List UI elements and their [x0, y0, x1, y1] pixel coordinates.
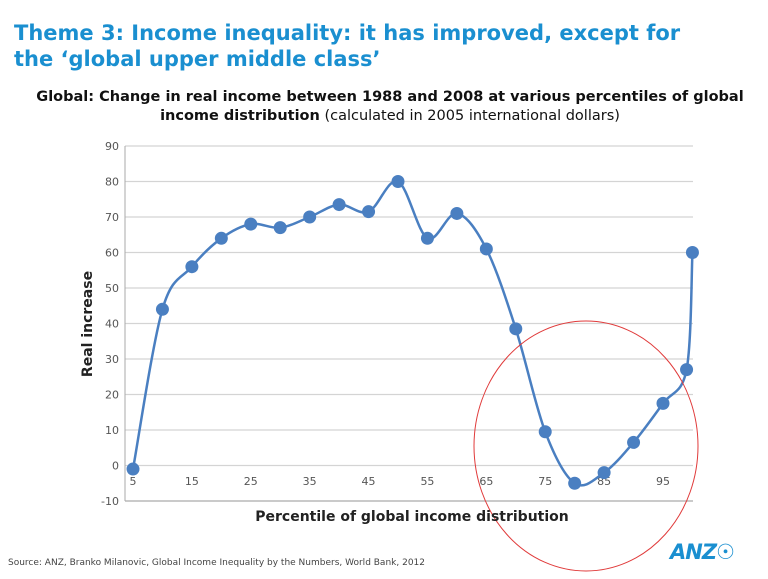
data-point	[597, 466, 611, 480]
data-point	[538, 425, 552, 439]
data-point	[509, 322, 523, 336]
data-point	[273, 221, 287, 235]
y-tick-label: 20	[105, 389, 119, 402]
data-point	[214, 231, 228, 245]
y-tick-label: 50	[105, 282, 119, 295]
chart-title: Global: Change in real income between 19…	[20, 88, 760, 126]
data-point	[568, 476, 582, 490]
x-tick-label: 45	[362, 475, 376, 488]
logo-people-icon: ☉	[716, 540, 735, 564]
data-point	[680, 363, 694, 377]
y-tick-label: 90	[105, 140, 119, 153]
x-tick-label: 35	[303, 475, 317, 488]
data-point	[244, 217, 258, 231]
chart-title-bold: Global: Change in real income between 19…	[36, 89, 744, 124]
data-point	[391, 175, 405, 188]
anz-logo: ANZ☉	[670, 540, 735, 564]
title-line-2: the ‘global upper middle class’	[14, 47, 381, 71]
x-tick-label: 15	[185, 475, 199, 488]
source-note: Source: ANZ, Branko Milanovic, Global In…	[8, 558, 425, 568]
x-tick-label: 95	[656, 475, 670, 488]
data-point	[332, 198, 346, 212]
series-line	[131, 180, 694, 487]
data-point	[450, 206, 464, 220]
title-line-1: Theme 3: Income inequality: it has impro…	[14, 21, 681, 45]
y-axis-label: Real increase	[80, 271, 96, 377]
data-point	[420, 231, 434, 245]
data-point	[126, 462, 140, 476]
y-tick-label: -10	[101, 495, 119, 508]
x-tick-label: 75	[538, 475, 552, 488]
data-point	[627, 435, 641, 449]
y-tick-label: 0	[112, 460, 119, 473]
highlight-ellipse	[473, 320, 699, 572]
data-point	[656, 396, 670, 410]
slide-title: Theme 3: Income inequality: it has impro…	[14, 20, 680, 72]
y-tick-label: 10	[105, 424, 119, 437]
y-tick-label: 30	[105, 353, 119, 366]
x-tick-label: 65	[479, 475, 493, 488]
data-point	[155, 302, 169, 316]
y-tick-label: 80	[105, 176, 119, 189]
data-point	[479, 242, 493, 256]
data-point	[303, 210, 317, 224]
y-tick-label: 60	[105, 247, 119, 260]
chart-title-note: (calculated in 2005 international dollar…	[324, 108, 620, 124]
x-tick-label: 5	[130, 475, 137, 488]
x-tick-label: 55	[420, 475, 434, 488]
x-axis-label: Percentile of global income distribution	[255, 509, 569, 525]
y-tick-label: 40	[105, 318, 119, 331]
logo-text: ANZ	[670, 540, 717, 564]
y-tick-label: 70	[105, 211, 119, 224]
data-point	[362, 205, 376, 219]
x-tick-label: 25	[244, 475, 258, 488]
data-point	[185, 260, 199, 274]
data-point	[685, 246, 699, 259]
x-tick-label: 85	[597, 475, 611, 488]
